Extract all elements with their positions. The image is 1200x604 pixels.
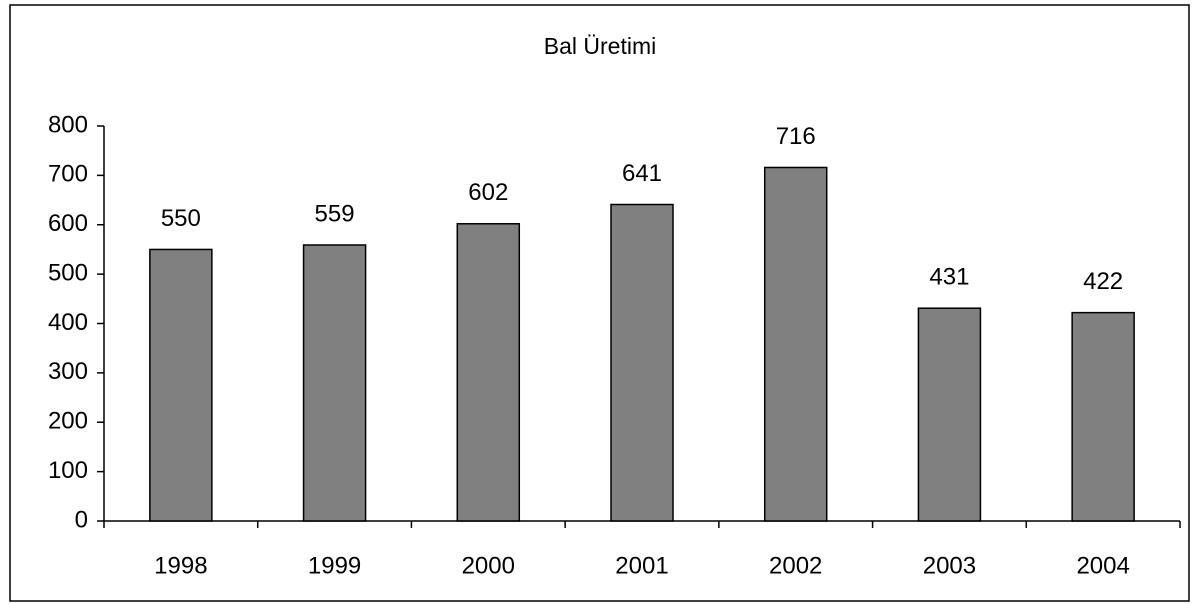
y-tick-label: 100 — [48, 457, 88, 484]
data-label: 716 — [776, 123, 816, 150]
y-tick-label: 0 — [75, 506, 88, 533]
y-tick-label: 700 — [48, 161, 88, 188]
bar — [610, 203, 674, 522]
data-label: 559 — [315, 200, 355, 227]
y-tick-label: 200 — [48, 408, 88, 435]
bar — [1071, 311, 1135, 522]
bar — [763, 166, 828, 522]
data-label: 602 — [468, 179, 508, 206]
x-tick-label: 2000 — [462, 552, 515, 579]
data-label: 422 — [1083, 268, 1123, 295]
x-tick-label: 1999 — [308, 552, 361, 579]
x-tick-label: 1998 — [154, 552, 207, 579]
x-tick-label: 2002 — [769, 552, 822, 579]
x-tick-label: 2001 — [615, 552, 668, 579]
y-tick-label: 500 — [48, 259, 88, 286]
y-tick-label: 800 — [48, 111, 88, 138]
y-tick-label: 600 — [48, 210, 88, 237]
y-tick-label: 400 — [48, 309, 88, 336]
data-label: 431 — [929, 264, 969, 291]
data-label: 641 — [622, 160, 662, 187]
x-tick-label: 2003 — [923, 552, 976, 579]
bar — [917, 307, 982, 522]
bar — [302, 244, 367, 522]
bar — [456, 223, 521, 522]
chart-title: Bal Üretimi — [544, 33, 656, 59]
data-label: 550 — [161, 205, 201, 232]
y-tick-label: 300 — [48, 358, 88, 385]
bar — [149, 248, 213, 522]
x-tick-label: 2004 — [1076, 552, 1129, 579]
